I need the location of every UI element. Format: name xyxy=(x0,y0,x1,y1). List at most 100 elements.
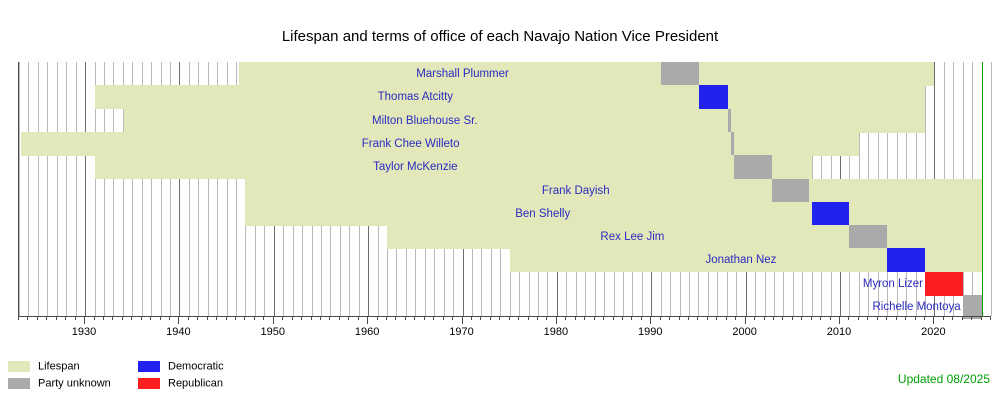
axis-tick-minor xyxy=(131,316,133,320)
axis-tick-label: 1990 xyxy=(638,326,663,338)
axis-tick-minor xyxy=(206,316,208,320)
axis-tick-minor xyxy=(659,316,661,320)
axis-tick-minor xyxy=(348,316,350,320)
axis-tick-minor xyxy=(980,316,982,320)
gridline-major xyxy=(179,62,181,316)
term-bar-unknown[interactable] xyxy=(849,225,888,250)
axis-tick-minor xyxy=(876,316,878,320)
timeline-row[interactable]: Marshall Plummer xyxy=(19,62,991,86)
lifespan-bar[interactable] xyxy=(95,85,925,110)
gridline-major xyxy=(85,62,87,316)
axis-tick-minor xyxy=(386,316,388,320)
timeline-row[interactable]: Rex Lee Jim xyxy=(19,225,991,250)
timeline-row[interactable]: Jonathan Nez xyxy=(19,248,991,273)
axis-tick-minor xyxy=(216,316,218,320)
lifespan-bar[interactable] xyxy=(123,108,925,133)
axis-tick-minor xyxy=(253,316,255,320)
lifespan-bar[interactable] xyxy=(238,62,935,86)
axis-tick-minor xyxy=(470,316,472,320)
axis-tick-major xyxy=(555,316,557,324)
axis-tick-major xyxy=(367,316,369,324)
term-bar-democratic[interactable] xyxy=(699,85,728,110)
row-label: Marshall Plummer xyxy=(416,68,509,80)
axis-tick-minor xyxy=(18,316,19,320)
legend-label: Democratic xyxy=(168,360,224,373)
axis-tick-minor xyxy=(810,316,812,320)
timeline-plot-area: Marshall Plummer Thomas Atcitty Milton Blu… xyxy=(18,62,992,319)
lifespan-bar[interactable] xyxy=(95,155,812,180)
legend-item[interactable]: Republican xyxy=(138,375,224,392)
axis-tick-minor xyxy=(895,316,897,320)
axis-tick-minor xyxy=(706,316,708,320)
axis-tick-minor xyxy=(357,316,359,320)
axis-tick-minor xyxy=(65,316,67,320)
timeline-row[interactable]: Taylor McKenzie xyxy=(19,155,991,180)
updated-stamp: Updated 08/2025 xyxy=(897,372,990,386)
axis-tick-major xyxy=(933,316,935,324)
row-label: Taylor McKenzie xyxy=(373,161,458,174)
axis-tick-minor xyxy=(93,316,95,320)
row-label: Richelle Montoya xyxy=(872,301,961,313)
gridline-minor xyxy=(113,62,115,316)
term-bar-democratic[interactable] xyxy=(811,201,850,226)
term-bar-unknown[interactable] xyxy=(962,295,982,319)
axis-tick-label: 2000 xyxy=(732,326,757,338)
axis-tick-minor xyxy=(678,316,680,320)
timeline-row[interactable]: Richelle Montoya xyxy=(19,295,991,319)
timeline-rows: Marshall Plummer Thomas Atcitty Milton Blu… xyxy=(19,62,991,319)
x-axis: 1930 1940 1950 1960 1970 1980 1990 2000 2010 2020 xyxy=(18,316,991,346)
gridline-minor xyxy=(169,62,171,316)
axis-tick-label: 2010 xyxy=(826,326,852,338)
axis-tick-minor xyxy=(593,316,595,320)
axis-tick-minor xyxy=(886,316,888,320)
term-bar-unknown[interactable] xyxy=(730,131,735,156)
axis-tick-minor xyxy=(452,316,454,320)
term-bar-unknown[interactable] xyxy=(772,178,809,203)
term-bar-unknown[interactable] xyxy=(727,108,731,133)
axis-tick-minor xyxy=(763,316,765,320)
axis-tick-minor xyxy=(621,316,623,320)
timeline-row[interactable]: Frank Chee Willeto xyxy=(19,131,991,156)
axis-tick-label: 2020 xyxy=(921,326,946,338)
axis-tick-minor xyxy=(961,316,963,320)
term-bar-unknown[interactable] xyxy=(734,155,773,180)
timeline-row[interactable]: Thomas Atcitty xyxy=(19,85,991,110)
row-label: Milton Bluehouse Sr. xyxy=(372,114,478,127)
axis-tick-minor xyxy=(801,316,803,320)
legend-item[interactable]: Lifespan xyxy=(8,358,111,375)
axis-tick-minor xyxy=(990,316,991,320)
axis-tick-minor xyxy=(423,316,425,320)
axis-tick-minor xyxy=(489,316,491,320)
axis-tick-minor xyxy=(338,316,340,320)
gridline-minor xyxy=(132,62,134,316)
timeline-row[interactable]: Ben Shelly xyxy=(19,201,991,226)
axis-tick-minor xyxy=(301,316,303,320)
legend-item[interactable]: Democratic xyxy=(138,358,224,375)
term-bar-republican[interactable] xyxy=(924,271,963,296)
lifespan-bar[interactable] xyxy=(244,178,982,203)
timeline-row[interactable]: Myron Lizer xyxy=(19,271,991,296)
axis-tick-minor xyxy=(537,316,539,320)
lifespan-bar[interactable] xyxy=(245,201,982,226)
gridline-minor xyxy=(217,62,219,316)
axis-tick-minor xyxy=(612,316,614,320)
gridline-minor xyxy=(188,62,190,316)
row-label: Ben Shelly xyxy=(515,207,571,220)
row-label: Thomas Atcitty xyxy=(377,91,454,104)
term-bar-unknown[interactable] xyxy=(660,62,700,86)
axis-tick-minor xyxy=(735,316,737,320)
axis-tick-minor xyxy=(772,316,774,320)
lifespan-bar[interactable] xyxy=(20,131,859,156)
axis-tick-label: 1980 xyxy=(543,326,569,338)
gridline-minor xyxy=(103,62,105,316)
page-title: Lifespan and terms of office of each Nav… xyxy=(281,28,719,45)
axis-tick-minor xyxy=(395,316,397,320)
term-bar-democratic[interactable] xyxy=(887,248,925,273)
timeline-row[interactable]: Milton Bluehouse Sr. xyxy=(19,108,991,133)
axis-tick-minor xyxy=(159,316,161,320)
current-date-marker xyxy=(981,62,983,316)
legend-item[interactable]: Party unknown xyxy=(8,375,111,392)
timeline-row[interactable]: Frank Dayish xyxy=(19,178,991,203)
axis-tick-minor xyxy=(55,316,57,320)
axis-tick-minor xyxy=(688,316,690,320)
